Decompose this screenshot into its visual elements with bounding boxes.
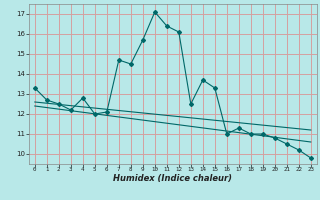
X-axis label: Humidex (Indice chaleur): Humidex (Indice chaleur) xyxy=(113,174,232,183)
